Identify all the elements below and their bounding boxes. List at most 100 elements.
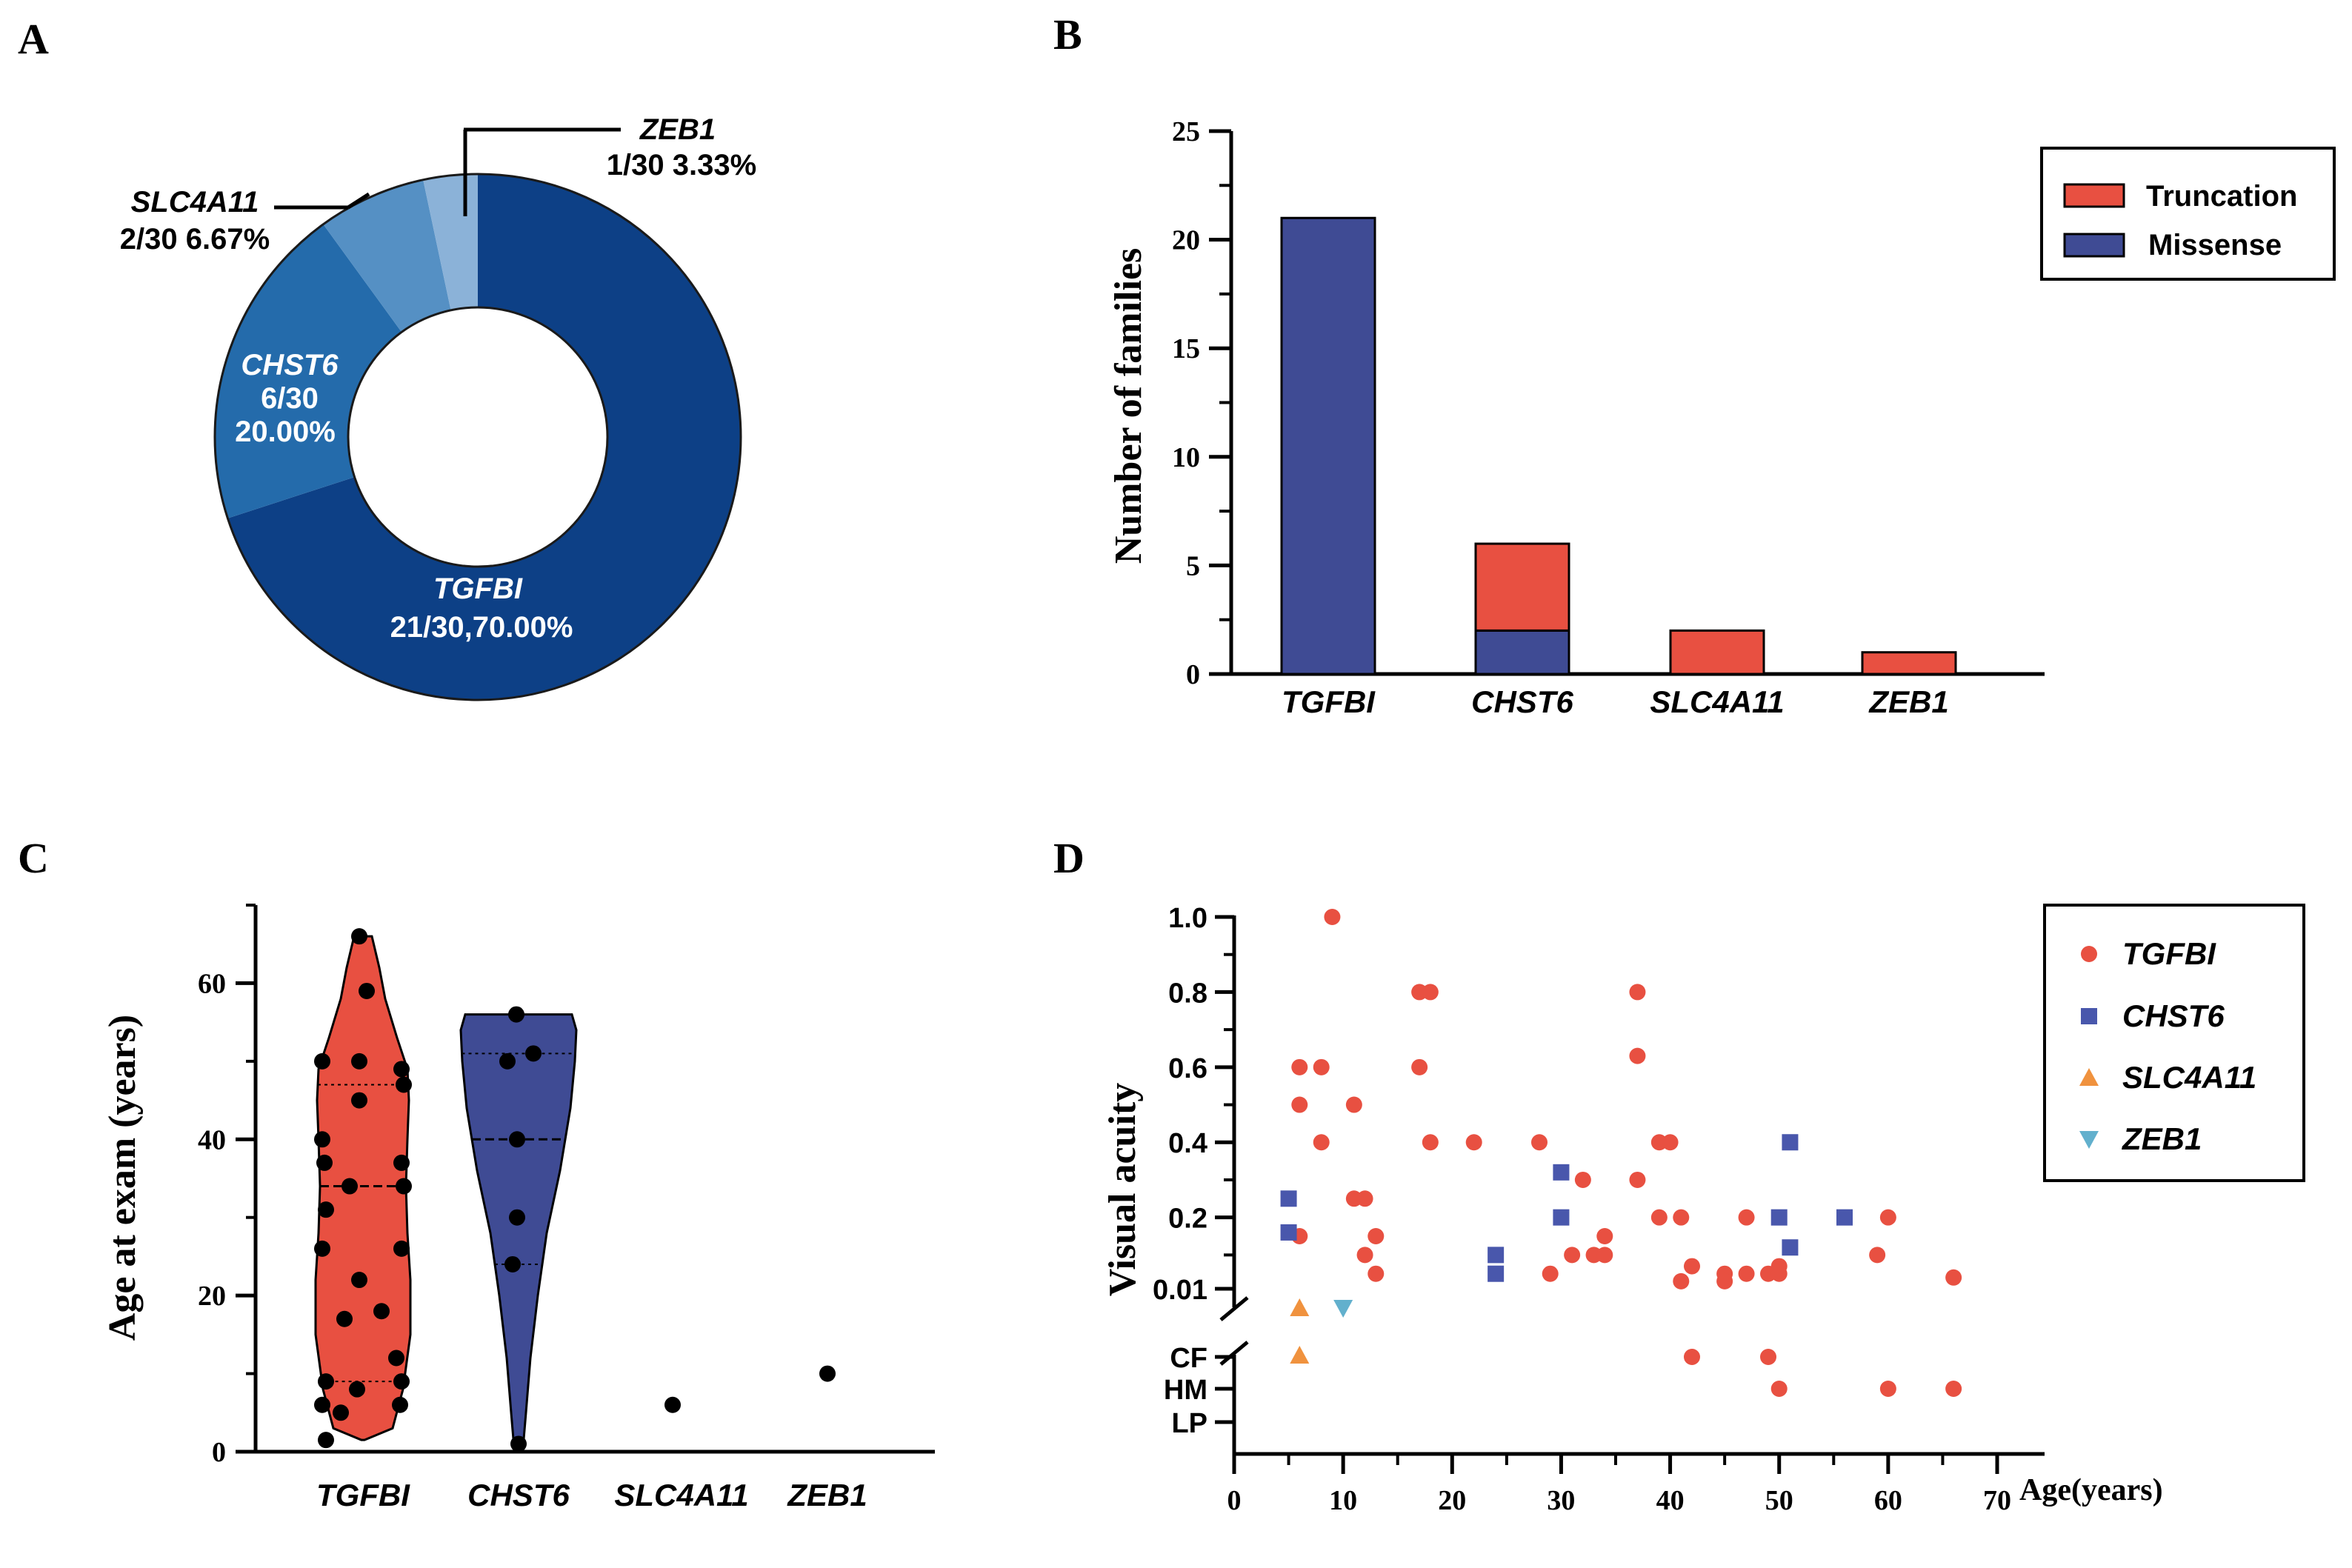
bar-x-label-slc4a11: SLC4A11: [1650, 684, 1784, 719]
scatter-point-tgfbi: [1770, 1258, 1788, 1275]
violin-point-tgfbi: [351, 1092, 367, 1109]
scatter-legend-marker-zeb1: [2079, 1131, 2099, 1149]
bar-y-tick-label-0: 0: [1186, 659, 1200, 690]
panel-letter-d: D: [1053, 834, 1085, 882]
scatter-point-chst6: [1488, 1247, 1505, 1264]
scatter-point-chst6: [1770, 1209, 1788, 1226]
donut-slice-slc4a11: [323, 179, 451, 333]
violin-point-tgfbi: [373, 1303, 390, 1320]
scatter-y-tick-label-2: 0.6: [1168, 1053, 1207, 1084]
scatter-point-tgfbi: [1869, 1247, 1886, 1264]
scatter-point-tgfbi: [1345, 1096, 1362, 1113]
scatter-point-tgfbi: [1367, 1265, 1385, 1282]
violin-x-label-slc4a11: SLC4A11: [614, 1478, 748, 1512]
donut-label-zeb1-name: ZEB1: [639, 113, 716, 146]
legend-label-truncation: Truncation: [2146, 180, 2297, 213]
violin-point-tgfbi: [396, 1178, 412, 1195]
scatter-legend-label-zeb1: ZEB1: [2122, 1121, 2202, 1156]
scatter-point-tgfbi: [1313, 1134, 1330, 1151]
donut-label-tgfbi-name: TGFBI: [433, 573, 523, 605]
scatter-y-tick-label-5: 0.01: [1153, 1275, 1207, 1306]
scatter-point-chst6: [1782, 1239, 1799, 1256]
scatter-legend-label-tgfbi: TGFBI: [2122, 936, 2216, 971]
violin-point-tgfbi: [314, 1240, 330, 1257]
scatter-point-tgfbi: [1291, 1058, 1308, 1075]
violin-point-zeb1: [819, 1365, 836, 1382]
scatter-legend-marker-chst6: [2081, 1008, 2097, 1024]
scatter-point-tgfbi: [1356, 1190, 1373, 1207]
violin-point-tgfbi: [393, 1154, 410, 1171]
violin-x-label-zeb1: ZEB1: [787, 1478, 867, 1512]
donut-outer-outline: [213, 173, 742, 701]
violin-point-tgfbi: [393, 1240, 410, 1257]
scatter-point-tgfbi: [1738, 1209, 1755, 1226]
scatter-x-tick-label-4: 40: [1656, 1485, 1685, 1516]
scatter-point-tgfbi: [1684, 1258, 1700, 1275]
scatter-point-chst6: [1553, 1209, 1570, 1226]
scatter-legend-marker-slc4a11: [2079, 1068, 2099, 1086]
scatter-point-chst6: [1280, 1190, 1297, 1207]
scatter-point-chst6: [1488, 1265, 1505, 1282]
legend-swatch-missense: [2063, 233, 2125, 258]
violin-point-chst6: [510, 1435, 527, 1452]
scatter-point-tgfbi: [1291, 1096, 1308, 1113]
violin-point-tgfbi: [351, 1272, 367, 1289]
scatter-point-chst6: [1836, 1209, 1853, 1226]
scatter-x-axis-title: Age(years): [2019, 1473, 2163, 1507]
donut-label-zeb1-count: 1/30 3.33%: [607, 149, 756, 181]
scatter-chart: 0 10 20 30 40 50 60 70 1.0 0.8 0.6 0.4 0.2 0.01 CFHMLP…: [1102, 903, 2305, 1516]
scatter-y-tick-label-3: 0.4: [1168, 1128, 1207, 1159]
scatter-point-tgfbi: [1673, 1272, 1690, 1290]
scatter-point-tgfbi: [1356, 1247, 1373, 1264]
axis-break-upper: [1219, 1296, 1249, 1321]
violin-point-tgfbi: [316, 1154, 333, 1171]
violin-x-label-tgfbi: TGFBI: [316, 1478, 410, 1512]
bar-chst6-truncation: [1474, 542, 1570, 632]
scatter-point-tgfbi: [1738, 1265, 1755, 1282]
scatter-point-tgfbi: [1945, 1381, 1962, 1397]
bar-zeb1-truncation: [1861, 651, 1957, 675]
scatter-point-tgfbi: [1422, 1134, 1439, 1151]
scatter-point-tgfbi: [1411, 1058, 1428, 1075]
scatter-y-cat-label-2: LP: [1171, 1408, 1207, 1439]
scatter-point-tgfbi: [1760, 1349, 1776, 1365]
violin-point-tgfbi: [314, 1052, 330, 1070]
violin-point-chst6: [508, 1006, 524, 1023]
scatter-y-tick-label-0: 1.0: [1168, 903, 1207, 934]
scatter-point-tgfbi: [1629, 984, 1646, 1001]
violin-y-tick-label-2: 40: [198, 1124, 226, 1155]
violin-point-chst6: [509, 1209, 525, 1226]
bar-tgfbi-missense: [1280, 216, 1376, 675]
scatter-point-tgfbi: [1367, 1228, 1385, 1245]
scatter-point-tgfbi: [1673, 1209, 1690, 1226]
scatter-legend-marker-tgfbi: [2081, 946, 2097, 962]
scatter-point-tgfbi: [1596, 1228, 1613, 1245]
scatter-point-tgfbi: [1650, 1209, 1668, 1226]
scatter-point-zeb1: [1333, 1300, 1353, 1318]
scatter-y-cat-label-1: HM: [1164, 1375, 1207, 1406]
bar-y-tick-label-1: 5: [1186, 550, 1200, 581]
bar-y-tick-label-4: 20: [1172, 225, 1200, 256]
scatter-legend-box: [2043, 904, 2305, 1182]
violin-chst6: [459, 1013, 578, 1449]
legend-swatch-truncation: [2063, 183, 2125, 208]
scatter-x-tick-label-7: 70: [1983, 1485, 2011, 1516]
scatter-y-cat-label-0: CF: [1170, 1343, 1207, 1374]
donut-chart: ZEB1 1/30 3.33% SLC4A11 2/30 6.67% CHST6…: [120, 113, 756, 701]
scatter-y-tick-label-1: 0.8: [1168, 978, 1207, 1009]
scatter-point-tgfbi: [1564, 1247, 1581, 1264]
scatter-point-slc4a11: [1290, 1346, 1310, 1364]
scatter-point-tgfbi: [1879, 1209, 1896, 1226]
violin-x-label-chst6: CHST6: [467, 1478, 570, 1512]
bar-legend-box: [2040, 147, 2336, 281]
scatter-point-tgfbi: [1684, 1349, 1700, 1365]
scatter-point-tgfbi: [1662, 1134, 1679, 1151]
axis-break-lower: [1219, 1341, 1249, 1366]
scatter-point-tgfbi: [1596, 1247, 1613, 1264]
violin-point-tgfbi: [318, 1432, 334, 1449]
scatter-point-chst6: [1280, 1224, 1297, 1241]
violin-point-chst6: [525, 1045, 542, 1062]
donut-label-chst6-name: CHST6: [241, 349, 339, 381]
stacked-bar-chart: 0 5 10 15 20 25 Number of families TGFBI CHST…: [1107, 116, 2336, 719]
